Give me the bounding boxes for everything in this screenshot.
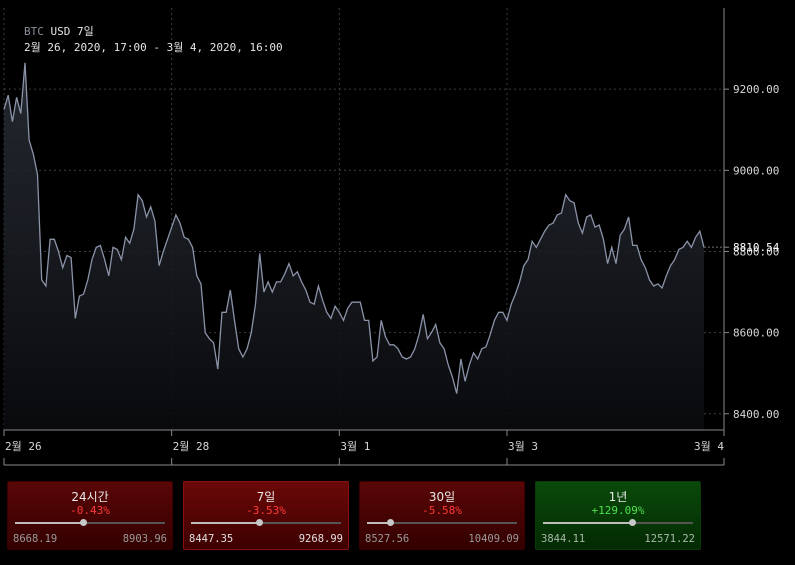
chart-legend: BTC USD 7일 2월 26, 2020, 17:00 - 3월 4, 20… (24, 24, 283, 56)
period-label: 30일 (428, 490, 456, 504)
range-fill (543, 522, 632, 524)
period-label: 7일 (256, 490, 276, 504)
x-tick-label: 3월 4 (694, 440, 724, 453)
currency-period-label: USD 7일 (50, 25, 94, 38)
period-card-3[interactable]: 30일 -5.58% 8527.56 10409.09 (359, 481, 525, 550)
x-tick-label: 2월 28 (173, 440, 210, 453)
range-fill (367, 522, 390, 524)
x-tick-label: 2월 26 (5, 440, 42, 453)
y-tick-label: 8400.00 (733, 408, 779, 421)
range-track (15, 519, 165, 526)
range-high: 9268.99 (298, 533, 343, 545)
period-card-4[interactable]: 1년 +129.09% 3844.11 12571.22 (535, 481, 701, 550)
current-price-label: 8810.54 (733, 241, 780, 254)
date-range-label: 2월 26, 2020, 17:00 - 3월 4, 2020, 16:00 (24, 41, 283, 54)
range-low: 8668.19 (13, 533, 58, 545)
y-tick-label: 9000.00 (733, 164, 779, 177)
range-track (367, 519, 517, 526)
price-chart[interactable]: 9200.00 9000.00 8800.00 8600.00 8400.00 2월 26… (0, 0, 795, 470)
period-card-2[interactable]: 7일 -3.53% 8447.35 9268.99 (183, 481, 349, 550)
range-fill (191, 522, 259, 524)
range-track (191, 519, 341, 526)
range-low: 3844.11 (541, 533, 586, 545)
axes: 9200.00 9000.00 8800.00 8600.00 8400.00 2월 26… (3, 8, 780, 466)
y-tick-label: 8600.00 (733, 327, 779, 340)
y-tick-label: 8800.00 (733, 245, 779, 258)
percent-change: -0.43% (70, 504, 110, 517)
period-label: 1년 (608, 490, 628, 504)
range-position-marker (386, 519, 394, 526)
percent-change: -5.58% (422, 504, 462, 517)
range-high: 8903.96 (122, 533, 167, 545)
range-position-marker (255, 519, 263, 526)
percent-change: -3.53% (246, 504, 286, 517)
range-track (543, 519, 693, 526)
period-label: 24시간 (71, 490, 109, 504)
price-line (3, 62, 705, 394)
range-low: 8527.56 (365, 533, 410, 545)
range-position-marker (79, 519, 87, 526)
range-low: 8447.35 (189, 533, 234, 545)
symbol-label: BTC (24, 25, 44, 38)
y-tick-label: 9200.00 (733, 83, 779, 96)
price-area (4, 62, 704, 431)
x-tick-label: 3월 1 (340, 440, 370, 453)
percent-change: +129.09% (591, 504, 645, 517)
range-position-marker (628, 519, 636, 526)
x-tick-label: 3월 3 (508, 440, 538, 453)
range-high: 12571.22 (644, 533, 695, 545)
range-fill (15, 522, 83, 524)
range-high: 10409.09 (468, 533, 519, 545)
period-card-1[interactable]: 24시간 -0.43% 8668.19 8903.96 (7, 481, 173, 550)
